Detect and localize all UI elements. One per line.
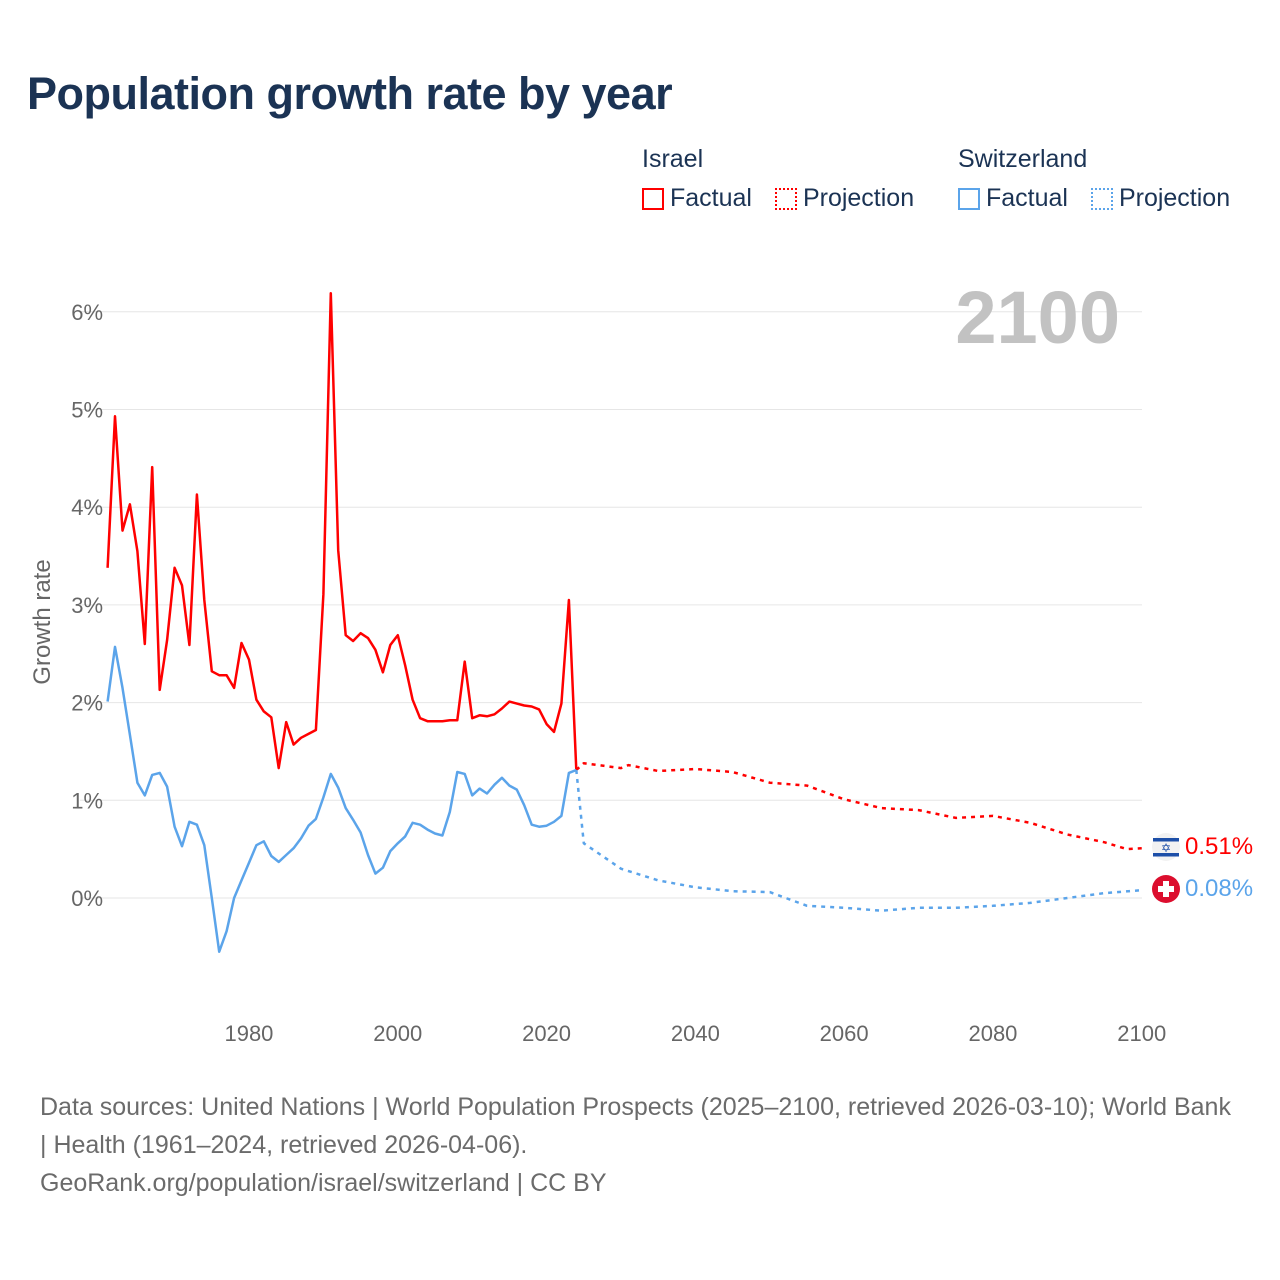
y-tick-label: 4% (71, 495, 103, 520)
y-tick-label: 1% (71, 788, 103, 813)
switzerland-end-label: 0.08% (1185, 875, 1253, 902)
y-tick-label: 2% (71, 691, 103, 716)
solid-swatch-icon (958, 187, 980, 210)
series-line-israel-projection (575, 761, 1142, 851)
x-tick-label: 2080 (968, 1021, 1017, 1046)
legend-label: Projection (802, 184, 915, 212)
y-tick-label: 3% (71, 593, 103, 618)
x-tick-label: 2040 (671, 1021, 720, 1046)
legend-item-switzerland-factual[interactable]: Factual (958, 184, 1068, 213)
x-tick-label: 2060 (820, 1021, 869, 1046)
legend-label: Factual (986, 184, 1068, 212)
svg-text:✡: ✡ (1161, 841, 1171, 855)
israel-flag-icon: ✡ (1152, 833, 1180, 861)
dotted-swatch-icon (774, 187, 797, 210)
year-overlay: 2100 (955, 276, 1120, 359)
y-axis-label: Growth rate (29, 559, 56, 684)
attribution-link[interactable]: GeoRank.org/population/israel/switzerlan… (40, 1169, 607, 1197)
x-tick-label: 1980 (224, 1021, 273, 1046)
x-tick-label: 2020 (522, 1021, 571, 1046)
legend-label: Projection (1118, 184, 1231, 212)
legend-switzerland: Switzerland Factual Projection (958, 145, 1246, 217)
x-tick-label: 2100 (1117, 1021, 1166, 1046)
data-sources: Data sources: United Nations | World Pop… (40, 1093, 1231, 1159)
dotted-swatch-icon (1090, 187, 1113, 210)
legend-group-name: Switzerland (958, 145, 1088, 173)
series-line-israel-factual (106, 291, 578, 771)
legend-label: Factual (670, 184, 752, 212)
solid-swatch-icon (642, 187, 664, 210)
y-tick-label: 0% (71, 886, 103, 911)
legend-item-israel-projection[interactable]: Projection (774, 184, 915, 213)
legend-item-switzerland-projection[interactable]: Projection (1090, 184, 1231, 213)
x-tick-label: 2000 (373, 1021, 422, 1046)
y-tick-label: 6% (71, 300, 103, 325)
switzerland-flag-icon (1152, 875, 1180, 903)
footer: Data sources: United Nations | World Pop… (40, 1088, 1240, 1202)
legend-group-name: Israel (642, 145, 704, 173)
chart-title: Population growth rate by year (27, 68, 673, 119)
series-line-switzerland-factual (106, 645, 577, 953)
y-tick-label: 5% (71, 398, 103, 423)
israel-end-label: 0.51% (1185, 833, 1253, 860)
series-line-switzerland-projection (575, 769, 1142, 912)
legend-item-israel-factual[interactable]: Factual (642, 184, 752, 213)
legend-israel: Israel Factual Projection (642, 145, 930, 217)
